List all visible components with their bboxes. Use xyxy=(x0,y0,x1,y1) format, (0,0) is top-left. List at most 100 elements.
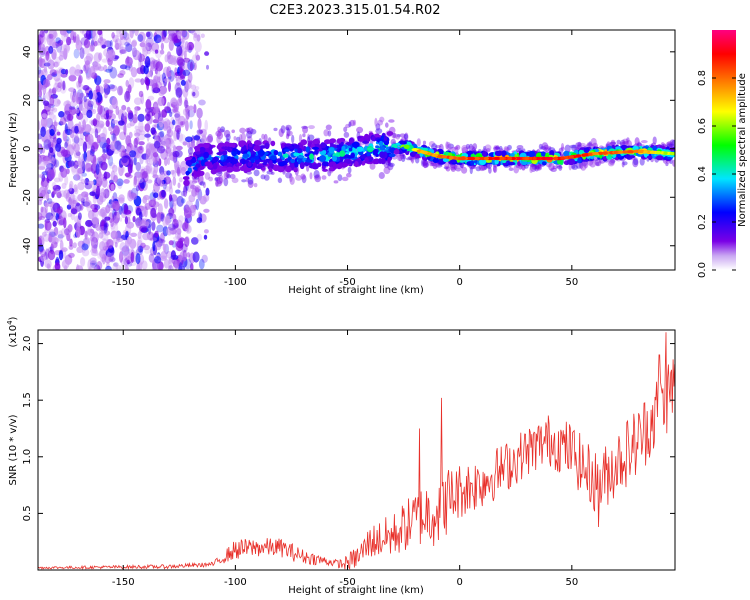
spectrogram-cell xyxy=(369,163,376,170)
spectrogram-cell xyxy=(123,123,127,136)
snr-ylabel: SNR (10 * v/v) xyxy=(8,414,19,485)
spectrogram-cell xyxy=(117,85,123,96)
spectrogram-cell xyxy=(153,164,159,174)
spectrogram-cell xyxy=(212,162,218,170)
spectrogram-cell xyxy=(168,39,174,51)
y-tick-label: 0 xyxy=(22,146,33,152)
spectrogram-cell xyxy=(135,129,141,134)
spectrogram-cell xyxy=(68,198,73,206)
spectrogram-cell xyxy=(149,237,157,242)
spectrogram-cell xyxy=(257,149,265,156)
spectrogram-cell xyxy=(140,168,145,176)
spectrogram-cell xyxy=(57,82,62,89)
spectrogram-cell xyxy=(201,254,208,263)
spectrogram-cell xyxy=(289,176,295,185)
spectrogram-cell xyxy=(196,107,203,119)
spectrogram-cell xyxy=(89,191,96,196)
spectrogram-cell xyxy=(110,140,117,152)
x-tick-label: 0 xyxy=(456,277,462,288)
spectrogram-cell xyxy=(195,198,200,211)
spectrogram-cell xyxy=(139,178,146,189)
spectrogram-cell xyxy=(261,133,265,140)
spectrogram-cell xyxy=(327,130,332,137)
spectrogram-cell xyxy=(280,125,286,134)
spectrogram-cell xyxy=(131,40,137,47)
spectrogram-cell xyxy=(196,129,203,135)
spectrogram-cell xyxy=(101,253,106,265)
spectrogram-cell xyxy=(53,177,61,183)
spectrogram-cell xyxy=(387,156,391,164)
spectrogram-cell xyxy=(167,157,170,165)
spectrogram-cell xyxy=(171,99,179,105)
spectrogram-cell xyxy=(119,131,127,141)
spectrogram-cell xyxy=(103,230,111,236)
spectrogram-cell xyxy=(97,156,103,162)
spectrogram-cell xyxy=(41,136,49,142)
spectrogram-cell xyxy=(309,172,313,180)
spectrogram-cell xyxy=(348,137,355,144)
spectrogram-cell xyxy=(338,137,346,142)
spectrogram-cell xyxy=(51,87,57,95)
spectrogram-cell xyxy=(143,165,151,174)
spectrogram-cell xyxy=(182,192,187,197)
spectrogram-cell xyxy=(95,40,102,46)
spectrogram-cell xyxy=(253,155,260,160)
spectrogram-cell xyxy=(67,213,72,218)
spectrogram-cell xyxy=(484,156,489,161)
spectrogram-cell xyxy=(177,166,180,176)
spectrogram-cell xyxy=(160,42,164,51)
spectrogram-cell xyxy=(80,257,86,267)
spectrogram-cell xyxy=(328,147,335,154)
spectrogram-cell xyxy=(160,232,165,242)
spectrogram-cell xyxy=(157,203,163,215)
spectrogram-cell xyxy=(68,196,72,205)
spectrogram-cell xyxy=(39,30,45,38)
spectrogram-cell xyxy=(308,125,315,130)
spectrogram-cell xyxy=(192,91,196,97)
spectrogram-cell xyxy=(164,186,171,192)
spectrogram-cell xyxy=(48,45,54,54)
spectrogram-cell xyxy=(560,146,565,151)
spectrogram-cell xyxy=(640,140,648,144)
spectrogram-cell xyxy=(176,45,183,57)
spectrogram-cell xyxy=(48,235,53,243)
spectrogram-cell xyxy=(108,126,114,132)
spectrogram-cell xyxy=(133,117,138,124)
spectrogram-cell xyxy=(158,116,164,128)
spectrogram-cell xyxy=(204,51,210,56)
spectrogram-cell xyxy=(110,222,116,230)
spectrogram-cell xyxy=(236,162,242,167)
spectrogram-cell xyxy=(216,135,221,144)
spectrogram-cell xyxy=(177,238,184,249)
spectrogram-cell xyxy=(159,172,166,179)
spectrogram-cell xyxy=(104,92,108,99)
spectrogram-cell xyxy=(43,62,51,67)
spectrogram-cell xyxy=(195,189,200,199)
spectrogram-cell xyxy=(86,92,90,98)
spectrogram-cell xyxy=(347,166,352,174)
spectrogram-cell xyxy=(38,186,46,198)
spectrogram-cell xyxy=(661,142,665,146)
spectrogram-cell xyxy=(64,175,69,186)
spectrogram-cell xyxy=(322,161,328,167)
spectrogram-cell xyxy=(84,199,92,208)
spectrogram-cell xyxy=(493,146,501,151)
spectrogram-cell xyxy=(157,145,166,154)
spectrogram-cell xyxy=(45,248,49,260)
spectrogram-cell xyxy=(132,49,141,61)
spectrogram-cell xyxy=(106,137,111,145)
spectrogram-cell xyxy=(167,265,174,270)
spectrogram-cell xyxy=(273,164,279,172)
spectrogram-cell xyxy=(493,156,500,161)
spectrogram-cell xyxy=(165,153,173,161)
spectrogram-cell xyxy=(260,174,266,180)
spectrogram-cell xyxy=(54,41,62,47)
spectrogram-cell xyxy=(87,133,94,145)
spectrogram-cell xyxy=(178,265,186,270)
spectrogram-cell xyxy=(51,107,58,113)
spectrogram-cell xyxy=(158,179,165,187)
spectrogram-cell xyxy=(114,44,119,49)
spectrogram-cell xyxy=(132,115,137,125)
spectrogram-cell xyxy=(43,30,49,34)
spectrogram-cell xyxy=(195,151,201,155)
